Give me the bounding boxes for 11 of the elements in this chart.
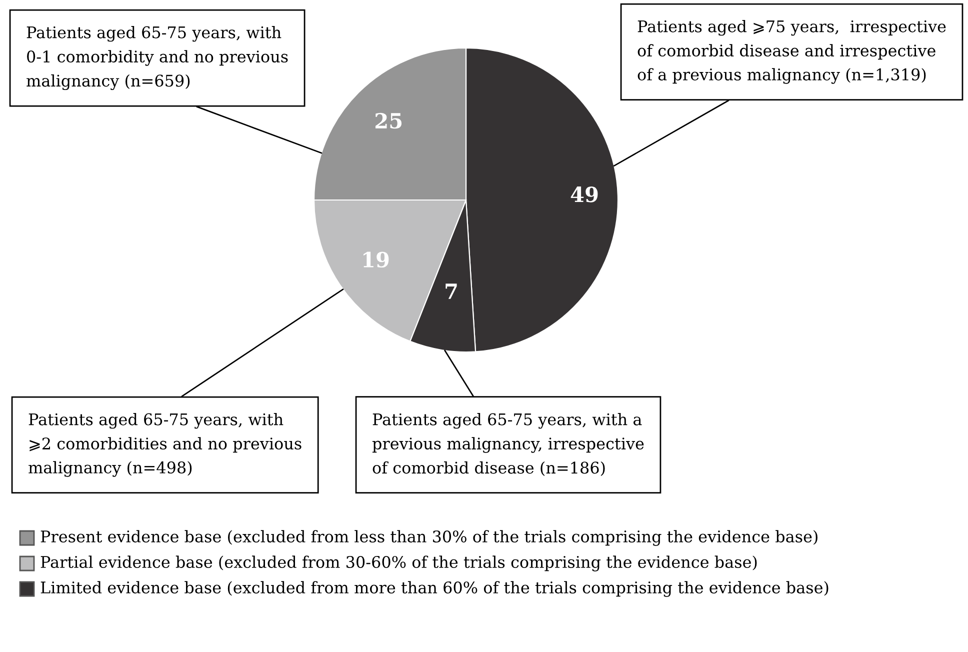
- data-label: 19: [364, 252, 389, 268]
- data-label: 49: [570, 186, 598, 202]
- slice-label: Patients aged 65-75 years, with 0-1 comorbidity and no previous malignancy (n=659): [26, 26, 288, 90]
- text: Partial evidence base (excluded from 30-60% of the trials comprising the evidence base): [40, 556, 757, 572]
- slice-label: Patients aged ⩾75 years, irrespective of comorbid disease and irrespective of a previous malignancy (n=1,319): [638, 20, 946, 84]
- slice-label: Patients aged 65-75 years, with ⩾2 comorbidities and no previous malignancy (n=498): [28, 413, 302, 477]
- text: Limited evidence base (excluded from more than 60% of the trials comprising the evidence base): [40, 581, 828, 597]
- slice-label: Patients aged 65-75 years, with a previous malignancy, irrespective of comorbid disease (n=186): [372, 413, 644, 476]
- data-label: 25: [376, 112, 402, 129]
- data-label: 7: [446, 284, 457, 299]
- text: Present evidence base (excluded from less than 30% of the trials comprising the evidence base): [40, 530, 818, 546]
